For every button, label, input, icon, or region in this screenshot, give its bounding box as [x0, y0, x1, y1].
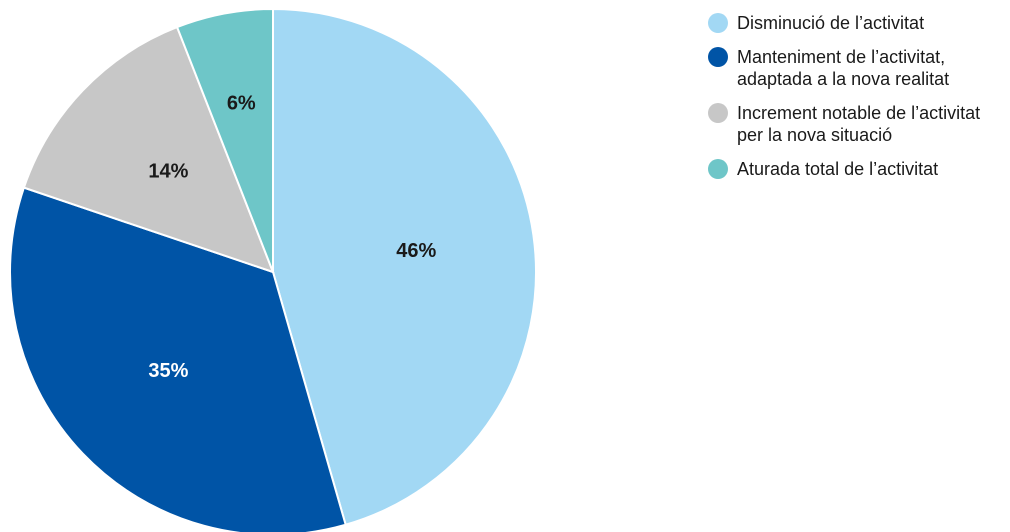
pie-slice-increment: [22, 25, 275, 274]
legend-item-disminucio: Disminució de l’activitat: [708, 12, 1008, 34]
legend-label-aturada: Aturada total de l’activitat: [737, 159, 939, 179]
slice-label-aturada: 6%: [227, 92, 256, 114]
legend-item-increment: Increment notable de l’activitat per la …: [708, 102, 1008, 146]
slice-label-disminucio: 46%: [396, 240, 436, 262]
legend-swatch-manteniment: [708, 47, 728, 67]
pie-slice-aturada: [175, 7, 274, 273]
slice-label-increment: 14%: [148, 160, 188, 182]
legend-item-aturada: Aturada total de l’activitat: [708, 158, 1008, 180]
legend-swatch-aturada: [708, 159, 728, 179]
pie-slice-manteniment: [9, 186, 347, 532]
legend-label-increment: Increment notable de l’activitat per la …: [737, 103, 981, 145]
legend-item-manteniment: Manteniment de l’activitat, adaptada a l…: [708, 46, 1008, 90]
legend: Disminució de l’activitat Manteniment de…: [708, 12, 1008, 192]
legend-label-manteniment: Manteniment de l’activitat, adaptada a l…: [737, 47, 950, 89]
pie-slice-disminucio: [272, 7, 537, 527]
legend-swatch-increment: [708, 103, 728, 123]
slice-label-manteniment: 35%: [148, 360, 188, 382]
legend-label-disminucio: Disminució de l’activitat: [737, 13, 925, 33]
legend-swatch-disminucio: [708, 13, 728, 33]
